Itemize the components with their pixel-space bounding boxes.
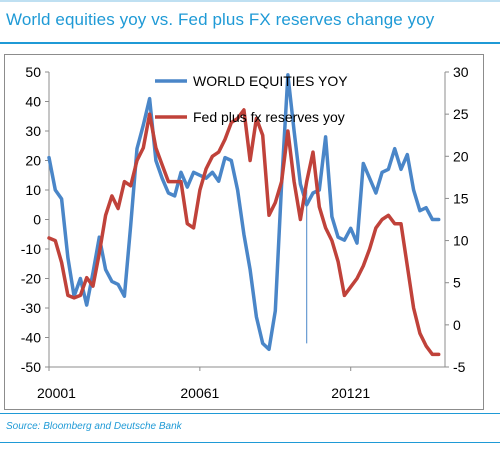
y-left-tick-label: 10 (25, 182, 41, 198)
y-left-tick-label: 30 (25, 123, 41, 139)
y-right-tick-label: 20 (453, 148, 469, 164)
chart-title: World equities yoy vs. Fed plus FX reser… (6, 10, 435, 29)
x-tick-label: 20061 (180, 385, 219, 401)
y-left-tick-label: -40 (21, 330, 41, 346)
chart-frame: 50 40 30 20 10 0 -10 -20 -30 -40 -50 30 25 20 15 10 5 0 -5… (4, 54, 484, 410)
y-left-tick-label: -50 (21, 359, 41, 375)
legend-label: Fed plus fx reserves yoy (193, 109, 345, 125)
y-right-tick-label: 5 (453, 275, 461, 291)
y-left-tick-label: 50 (25, 64, 41, 80)
y-right-tick-label: 30 (453, 64, 469, 80)
y-left-tick-label: 0 (33, 212, 41, 228)
x-tick-label: 20001 (37, 385, 76, 401)
y-left-tick-label: 40 (25, 94, 41, 110)
y-right-tick-label: 0 (453, 317, 461, 333)
source-band: Source: Bloomberg and Deutsche Bank (0, 413, 500, 443)
y-right-tick-label: 15 (453, 190, 469, 206)
x-tick-label: 20121 (331, 385, 370, 401)
y-right-tick-label: 25 (453, 106, 469, 122)
chart-canvas: 50403020100-10-20-30-40-50302520151050-5… (21, 64, 469, 401)
series-line-world-equities (47, 73, 441, 352)
y-left-tick-label: -30 (21, 300, 41, 316)
title-band: World equities yoy vs. Fed plus FX reser… (0, 0, 500, 44)
source-note: Source: Bloomberg and Deutsche Bank (6, 421, 182, 432)
y-right-tick-label: 10 (453, 233, 469, 249)
y-left-tick-label: -20 (21, 271, 41, 287)
series-line-fed-fx-reserves (47, 108, 441, 357)
y-left-tick-label: 20 (25, 153, 41, 169)
y-right-tick-label: -5 (453, 359, 466, 375)
legend-label: WORLD EQUITIES YOY (193, 73, 348, 89)
y-left-tick-label: -10 (21, 241, 41, 257)
